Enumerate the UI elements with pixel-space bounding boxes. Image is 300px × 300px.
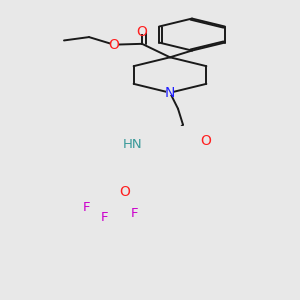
FancyBboxPatch shape — [121, 190, 129, 194]
Text: O: O — [136, 25, 147, 39]
FancyBboxPatch shape — [110, 43, 118, 47]
FancyBboxPatch shape — [83, 206, 91, 210]
Text: F: F — [83, 201, 91, 214]
Text: F: F — [101, 211, 109, 224]
FancyBboxPatch shape — [101, 216, 109, 220]
FancyBboxPatch shape — [131, 212, 139, 216]
FancyBboxPatch shape — [127, 143, 139, 147]
Text: HN: HN — [123, 139, 143, 152]
Text: F: F — [131, 207, 139, 220]
Text: N: N — [165, 86, 175, 100]
FancyBboxPatch shape — [166, 91, 174, 95]
Text: O: O — [109, 38, 119, 52]
Text: O: O — [201, 134, 212, 148]
FancyBboxPatch shape — [202, 139, 210, 143]
FancyBboxPatch shape — [138, 30, 146, 34]
Text: O: O — [120, 185, 130, 199]
